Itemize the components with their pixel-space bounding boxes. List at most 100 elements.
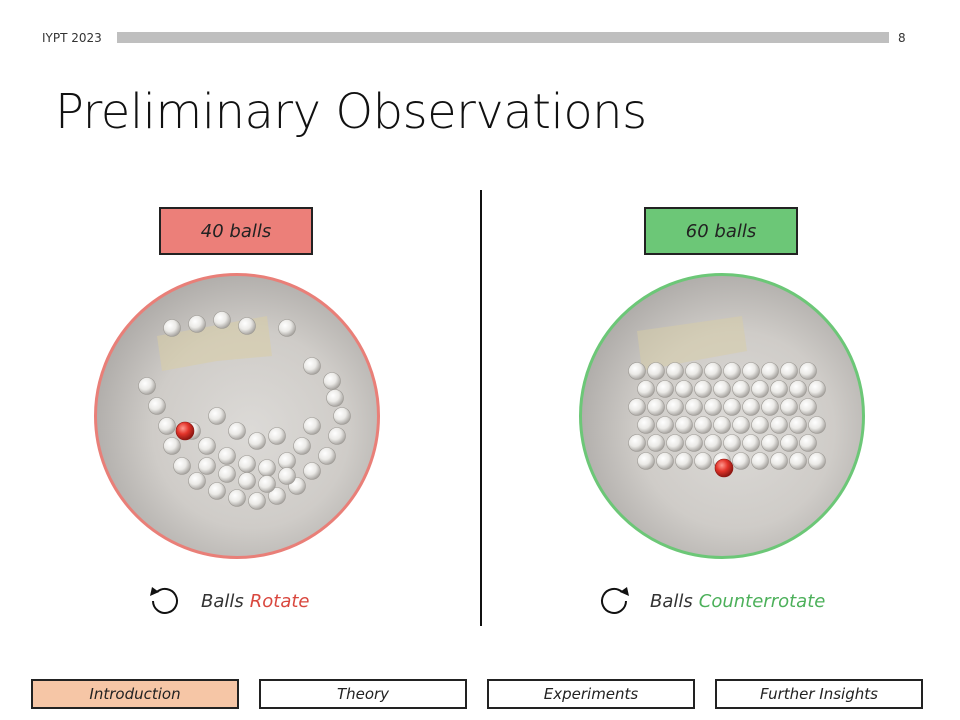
- pearl-ball: [303, 462, 321, 480]
- pearl-ball: [208, 407, 226, 425]
- bowl-balls-60: [628, 316, 826, 478]
- pearl-ball: [704, 434, 722, 452]
- pearl-ball: [723, 398, 741, 416]
- pearl-ball: [278, 319, 296, 337]
- pearl-ball: [770, 380, 788, 398]
- pearl-ball: [148, 397, 166, 415]
- rotate-counterclockwise-icon: [150, 587, 178, 614]
- count-box-40: 40 balls: [159, 207, 313, 255]
- pearl-ball: [326, 389, 344, 407]
- pearl-ball: [751, 380, 769, 398]
- pearl-ball: [694, 416, 712, 434]
- pearl-ball: [228, 422, 246, 440]
- pearl-ball: [656, 452, 674, 470]
- pearl-ball: [799, 362, 817, 380]
- pearl-ball: [268, 427, 286, 445]
- nav-introduction[interactable]: Introduction: [31, 679, 239, 709]
- pearl-ball: [713, 380, 731, 398]
- nav-theory[interactable]: Theory: [259, 679, 467, 709]
- caption-rotate: Balls Rotate: [148, 586, 310, 616]
- pearl-ball: [808, 380, 826, 398]
- pearl-ball: [742, 398, 760, 416]
- pearl-ball: [685, 362, 703, 380]
- pearl-ball: [647, 362, 665, 380]
- pearl-ball: [675, 416, 693, 434]
- pearl-ball: [666, 434, 684, 452]
- pearl-ball: [761, 434, 779, 452]
- pearl-ball: [318, 447, 336, 465]
- pearl-ball: [780, 398, 798, 416]
- pearl-ball: [213, 311, 231, 329]
- pearl-ball: [713, 416, 731, 434]
- pearl-ball: [323, 372, 341, 390]
- pearl-ball: [637, 452, 655, 470]
- pearl-ball: [198, 437, 216, 455]
- pearl-ball: [158, 417, 176, 435]
- pearl-ball: [732, 416, 750, 434]
- pearl-ball: [751, 416, 769, 434]
- pearl-ball: [333, 407, 351, 425]
- pearl-ball: [303, 417, 321, 435]
- caption-counterrotate: Balls Counterrotate: [597, 586, 825, 616]
- pearl-ball: [238, 455, 256, 473]
- pearl-ball: [723, 434, 741, 452]
- pearl-ball: [278, 467, 296, 485]
- pearl-ball: [238, 317, 256, 335]
- pearl-ball: [628, 398, 646, 416]
- page-title: Preliminary Observations: [55, 84, 647, 140]
- pearl-ball: [647, 398, 665, 416]
- nav-further-insights[interactable]: Further Insights: [715, 679, 923, 709]
- pearl-ball: [268, 487, 286, 505]
- pearl-ball: [188, 315, 206, 333]
- pearl-ball: [218, 447, 236, 465]
- pearl-ball: [723, 362, 741, 380]
- pearl-ball: [656, 416, 674, 434]
- pearl-ball: [208, 482, 226, 500]
- pearl-ball: [228, 489, 246, 507]
- pearl-ball: [742, 362, 760, 380]
- caption-rotate-prefix: Balls: [201, 590, 244, 612]
- pearl-ball: [238, 472, 256, 490]
- pearl-ball: [732, 452, 750, 470]
- pearl-ball: [163, 319, 181, 337]
- bowl-photo-40: [94, 273, 380, 559]
- pearl-ball: [742, 434, 760, 452]
- pearl-ball: [761, 362, 779, 380]
- pearl-ball: [770, 416, 788, 434]
- pearl-ball: [732, 380, 750, 398]
- pearl-ball: [163, 437, 181, 455]
- bowl-balls-40: [138, 311, 351, 510]
- pearl-ball: [675, 452, 693, 470]
- pearl-ball: [780, 362, 798, 380]
- pearl-ball: [647, 434, 665, 452]
- count-box-60: 60 balls: [644, 207, 798, 255]
- nav-experiments[interactable]: Experiments: [487, 679, 695, 709]
- caption-counterrotate-prefix: Balls: [650, 590, 693, 612]
- pearl-ball: [248, 432, 266, 450]
- pearl-ball: [666, 398, 684, 416]
- pearl-ball: [258, 459, 276, 477]
- pearl-ball: [218, 465, 236, 483]
- caption-rotate-emphasis: Rotate: [249, 590, 310, 612]
- pearl-ball: [789, 380, 807, 398]
- pearl-ball: [656, 380, 674, 398]
- pearl-ball: [328, 427, 346, 445]
- pearl-ball: [685, 398, 703, 416]
- pearl-ball: [258, 475, 276, 493]
- red-ball: [175, 421, 195, 441]
- pearl-ball: [751, 452, 769, 470]
- pearl-ball: [198, 457, 216, 475]
- header-label: IYPT 2023: [42, 31, 102, 45]
- pearl-ball: [808, 416, 826, 434]
- pearl-ball: [637, 416, 655, 434]
- pearl-ball: [704, 362, 722, 380]
- center-divider: [480, 190, 482, 626]
- pearl-ball: [173, 457, 191, 475]
- pearl-ball: [780, 434, 798, 452]
- pearl-ball: [637, 380, 655, 398]
- pearl-ball: [694, 452, 712, 470]
- pearl-ball: [808, 452, 826, 470]
- pearl-ball: [628, 434, 646, 452]
- pearl-ball: [694, 380, 712, 398]
- pearl-ball: [666, 362, 684, 380]
